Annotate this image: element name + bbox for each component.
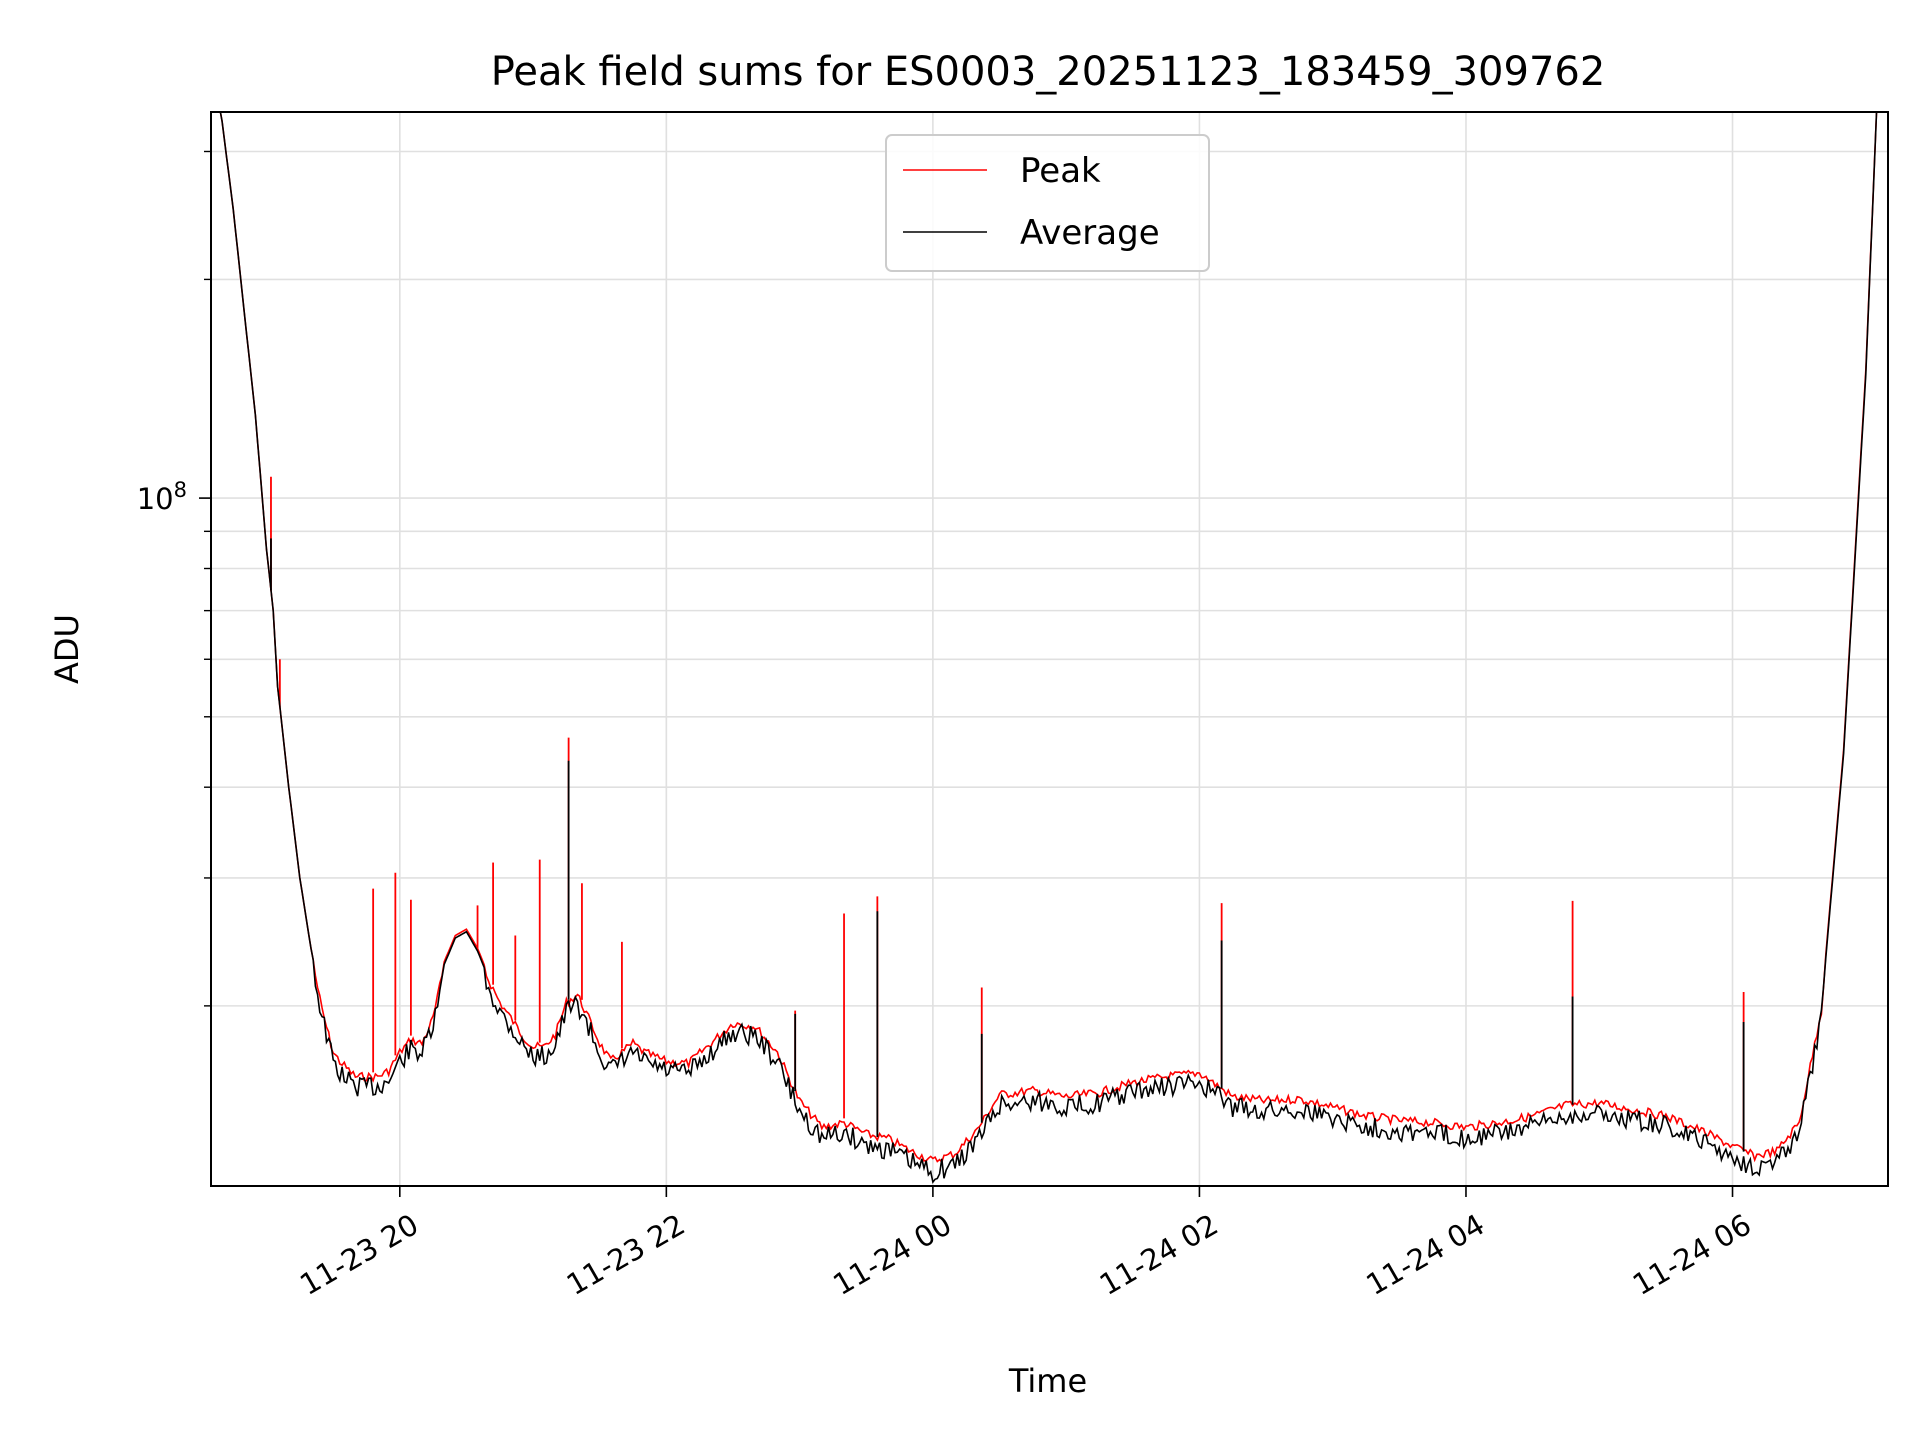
legend: Peak Average [885,134,1210,272]
y-axis-label: ADU [48,614,86,684]
grid [211,112,1888,1186]
x-axis-label: Time [1008,1362,1087,1400]
plot-frame [210,111,1889,1187]
y-tick-label: 108 [137,478,187,516]
average-spikes [270,538,1745,1152]
legend-label-average: Average [1020,213,1160,253]
legend-label-peak: Peak [1020,151,1101,191]
plot-area [219,112,1878,1184]
chart-title: Peak field sums for ES0003_20251123_1834… [491,49,1606,95]
series-line-average [219,112,1878,1184]
legend-box [885,134,1210,272]
series-line-peak [219,112,1878,1164]
y-axis: 108 [137,150,211,1007]
peak-spikes [270,476,1745,1147]
